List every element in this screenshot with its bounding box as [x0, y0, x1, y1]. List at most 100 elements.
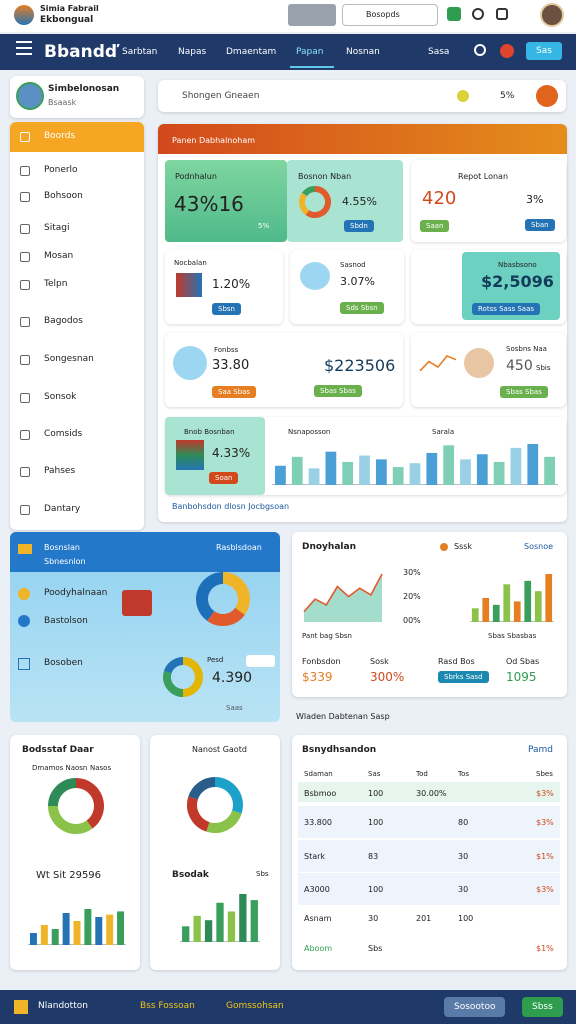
button[interactable]: Sbss	[522, 997, 563, 1017]
card-title: Podnhalun	[175, 172, 217, 181]
caption: Pant bag Sbsn	[302, 632, 352, 640]
sidebar-item[interactable]: Ponerlo	[44, 165, 78, 175]
donut-segment	[163, 670, 184, 697]
mini-chart	[180, 894, 260, 942]
donut-segment	[207, 607, 245, 626]
donut-segment	[188, 777, 216, 800]
stat-label: Od Sbas	[506, 657, 540, 666]
sidebar-item[interactable]: Boords	[44, 131, 76, 141]
card-note: Sbs	[256, 870, 269, 878]
nav-item[interactable]: Nosnan	[346, 47, 380, 57]
panel-title: Bosnslan	[44, 543, 80, 552]
button[interactable]: Saa Sbas	[212, 386, 257, 398]
stat-label: Rasd Bos	[438, 657, 475, 666]
icon[interactable]	[447, 7, 461, 21]
card-title: Dnoyhalan	[302, 542, 356, 552]
sidebar-item[interactable]: Bohsoon	[44, 191, 83, 201]
icon	[20, 224, 30, 234]
bar	[73, 921, 81, 945]
table-cell: 100	[368, 818, 384, 827]
nav-link[interactable]: Sasa	[428, 47, 450, 57]
button[interactable]: Sbdn	[344, 220, 374, 232]
nav-item[interactable]: Napas	[178, 47, 207, 57]
card	[10, 122, 144, 530]
sidebar-item[interactable]: Telpn	[44, 279, 68, 289]
bar	[250, 900, 258, 942]
button[interactable]: Saas	[246, 655, 275, 667]
button[interactable]: Sbas Sbas	[500, 386, 548, 398]
panel-header	[158, 124, 567, 154]
footer-link[interactable]: Gomssohsan	[226, 1001, 284, 1011]
card-link[interactable]: Sosnoe	[524, 542, 554, 551]
button[interactable]: Sban	[525, 219, 555, 231]
sidebar-item[interactable]: Pahses	[44, 466, 76, 476]
donut-segment	[48, 805, 93, 834]
card-value: 420	[422, 188, 457, 209]
bar	[239, 894, 247, 942]
menu-icon[interactable]	[16, 53, 32, 55]
icon[interactable]	[536, 85, 558, 107]
bar	[545, 574, 553, 622]
search-box[interactable]	[342, 4, 438, 26]
button[interactable]: Sbrks Sasd	[438, 671, 489, 683]
button[interactable]: Sbsn	[212, 303, 241, 315]
table-cell: 33.800	[304, 818, 332, 827]
chart-title: Nsnaposson	[288, 428, 331, 436]
sidebar-item[interactable]: Sitagi	[44, 223, 70, 233]
menu-icon[interactable]	[16, 47, 32, 49]
footer-link[interactable]: Bss Fossoan	[140, 1001, 195, 1011]
icon[interactable]	[496, 8, 508, 20]
bar	[275, 465, 286, 485]
search-placeholder[interactable]: Shongen Gneaen	[182, 91, 260, 101]
panel-link[interactable]: Rasblsdoan	[216, 543, 262, 552]
bar	[482, 598, 490, 622]
button[interactable]: Sds Sbsn	[340, 302, 384, 314]
sidebar-item[interactable]: Bagodos	[44, 316, 83, 326]
nav-item[interactable]: Dmaentam	[226, 47, 277, 57]
table-cell: $1%	[536, 944, 554, 953]
avatar[interactable]	[540, 3, 564, 27]
panel-footer: Banbohsdon dlosn Jocbgsoan	[172, 502, 290, 511]
sidebar-item[interactable]: Dantary	[44, 504, 81, 514]
chart-link[interactable]: Sarala	[432, 428, 455, 436]
stat-card	[165, 160, 287, 242]
bar	[492, 604, 500, 622]
sidebar-item[interactable]: Songesnan	[44, 354, 94, 364]
row-band	[298, 840, 560, 872]
mini-chart	[303, 573, 383, 622]
icon	[176, 273, 202, 297]
sidebar-item[interactable]: Comsids	[44, 429, 83, 439]
nav-item[interactable]: Papan	[296, 47, 324, 57]
menu-icon[interactable]	[16, 41, 32, 43]
button[interactable]: Rotss Sass Saas	[472, 303, 541, 315]
sidebar-item[interactable]: Sonsok	[44, 392, 77, 402]
card-title: Nocbalan	[174, 259, 207, 267]
bar	[524, 580, 532, 622]
button[interactable]: Saan	[420, 220, 450, 232]
card-link[interactable]: Pamd	[528, 745, 554, 755]
mini-chart	[299, 186, 331, 218]
button[interactable]: Sosootoo	[444, 997, 506, 1017]
bar	[510, 447, 522, 485]
card-stat: 3%	[526, 193, 544, 206]
card-value: 4.33%	[212, 446, 251, 460]
nav-item[interactable]: Sarbtan	[122, 47, 158, 57]
bar	[460, 459, 471, 485]
donut-segment	[305, 186, 331, 218]
table-header: Tos	[458, 770, 470, 778]
stat-value: 1095	[506, 670, 537, 684]
mini-chart	[28, 909, 126, 945]
icon[interactable]	[474, 44, 486, 56]
icon[interactable]	[472, 8, 484, 20]
icon[interactable]	[500, 44, 514, 58]
button[interactable]: Sbas Sbas	[314, 385, 362, 397]
button[interactable]: Soan	[209, 472, 239, 484]
table-cell: 100	[368, 885, 384, 894]
button[interactable]: Sas	[526, 42, 562, 60]
toggle[interactable]	[288, 4, 336, 26]
sidebar-item[interactable]: Mosan	[44, 251, 74, 261]
bar	[426, 452, 438, 485]
bar	[544, 456, 555, 485]
card-title: Nbasbsono	[498, 261, 537, 269]
table-cell: Stark	[304, 852, 326, 861]
